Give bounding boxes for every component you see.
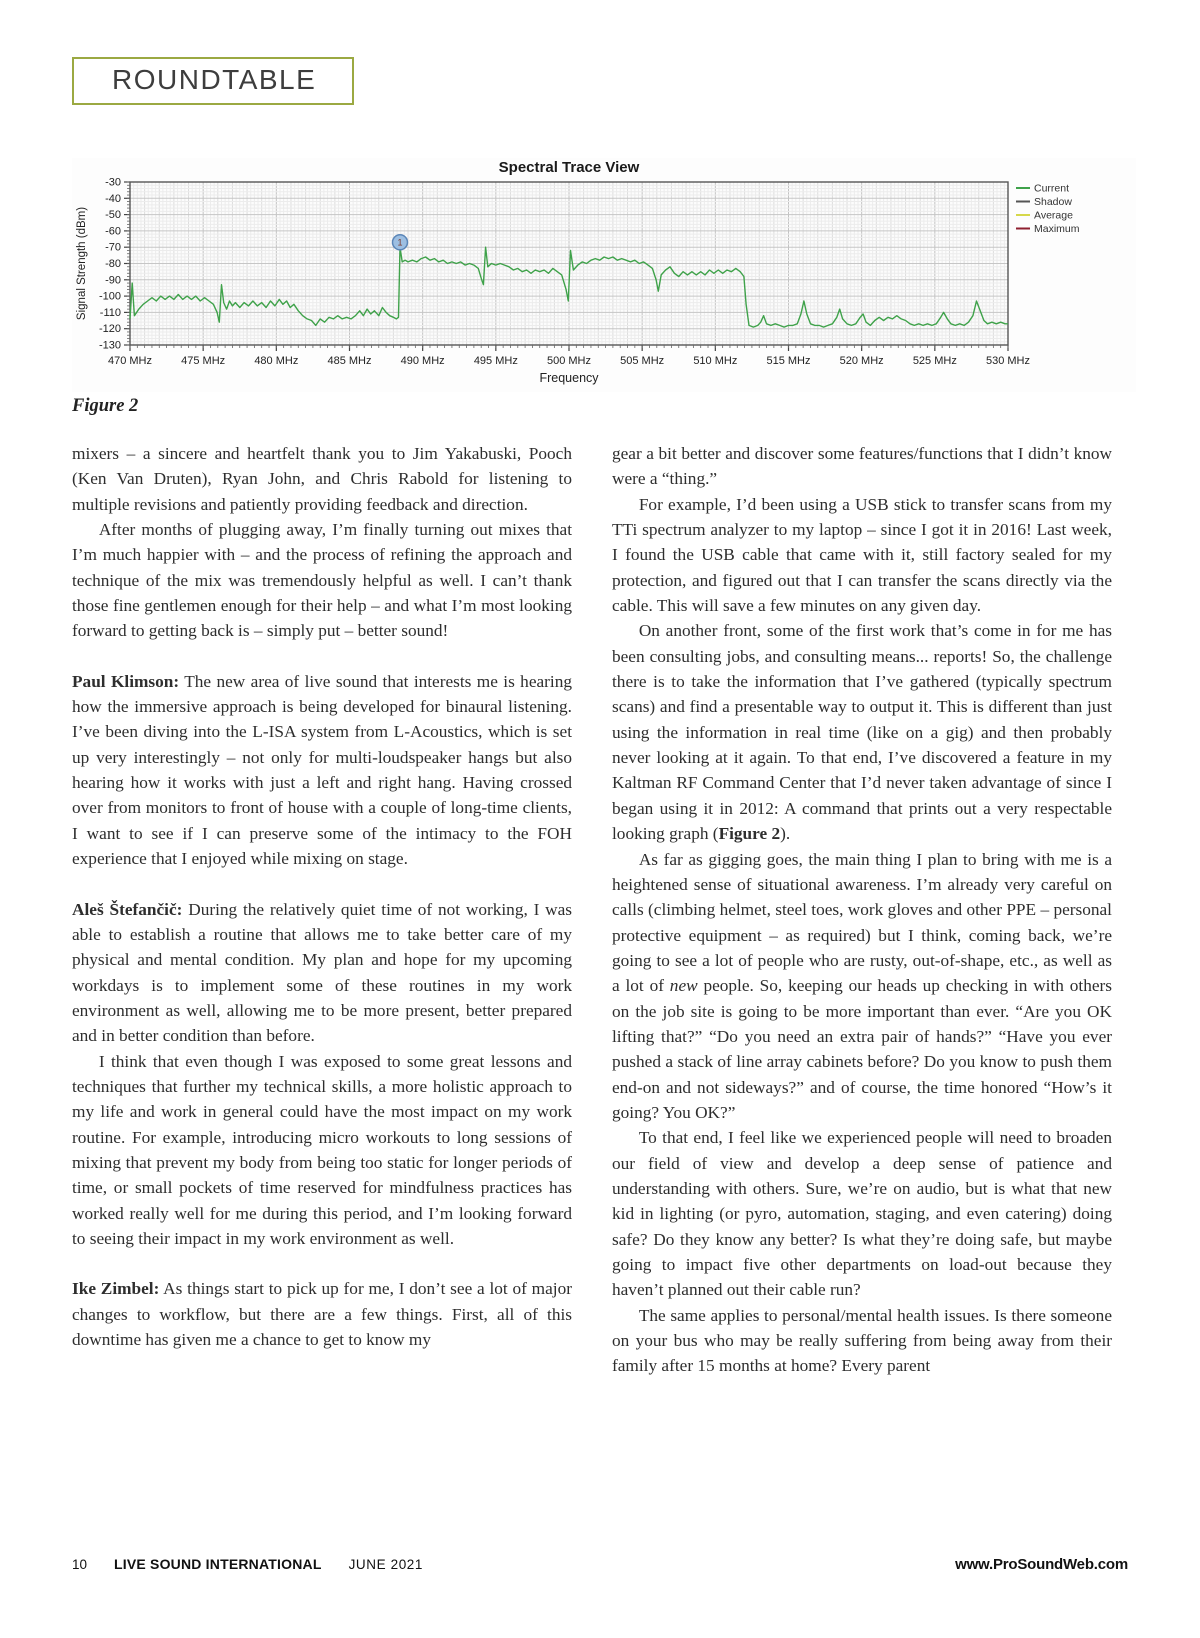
figure-caption: Figure 2 <box>72 396 139 416</box>
svg-text:470 MHz: 470 MHz <box>108 355 152 367</box>
svg-text:475 MHz: 475 MHz <box>181 355 225 367</box>
svg-text:485 MHz: 485 MHz <box>327 355 371 367</box>
issue-date: JUNE 2021 <box>348 1557 424 1572</box>
svg-text:1: 1 <box>397 238 402 248</box>
spectral-trace-chart: -30 -40 -50 -60 -70 -80 -90 -100 -110 -120 -130 470… <box>76 159 1080 385</box>
paragraph: The same applies to personal/mental heal… <box>612 1303 1112 1379</box>
article-column-left: mixers – a sincere and heartfelt thank y… <box>72 441 572 1352</box>
italic-run: new <box>669 976 698 996</box>
svg-text:530 MHz: 530 MHz <box>986 355 1030 367</box>
paragraph: To that end, I feel like we experienced … <box>612 1125 1112 1302</box>
text-run: To that end, I feel like we experienced … <box>612 1128 1112 1300</box>
text-run: As far as gigging goes, the main thing I… <box>612 849 1112 996</box>
bold-run: Paul Klimson: <box>72 671 180 691</box>
svg-text:-40: -40 <box>105 193 121 205</box>
text-run: ). <box>780 824 791 844</box>
svg-text:500 MHz: 500 MHz <box>547 355 591 367</box>
svg-text:-100: -100 <box>99 291 121 303</box>
paragraph: On another front, some of the first work… <box>612 618 1112 846</box>
svg-text:520 MHz: 520 MHz <box>840 355 884 367</box>
page-footer: 10 LIVE SOUND INTERNATIONAL JUNE 2021 ww… <box>72 1556 1128 1573</box>
svg-text:-110: -110 <box>100 307 121 319</box>
svg-text:Signal Strength (dBm): Signal Strength (dBm) <box>76 207 88 320</box>
bold-run: Figure 2 <box>718 824 781 844</box>
svg-text:480 MHz: 480 MHz <box>254 355 298 367</box>
svg-text:-50: -50 <box>105 209 121 221</box>
paragraph: Ike Zimbel: As things start to pick up f… <box>72 1276 572 1352</box>
text-run: The same applies to personal/mental heal… <box>612 1305 1112 1376</box>
svg-text:510 MHz: 510 MHz <box>693 355 737 367</box>
paragraph: Aleš Štefančič: During the relatively qu… <box>72 897 572 1049</box>
svg-text:-130: -130 <box>99 340 121 352</box>
text-run: After months of plugging away, I’m final… <box>72 520 572 641</box>
svg-text:515 MHz: 515 MHz <box>766 355 810 367</box>
svg-text:-90: -90 <box>105 274 121 286</box>
marker-1[interactable] <box>391 234 409 251</box>
svg-text:525 MHz: 525 MHz <box>913 355 957 367</box>
svg-text:-120: -120 <box>99 323 121 335</box>
article-column-right: gear a bit better and discover some feat… <box>612 441 1112 1379</box>
text-run: The new area of live sound that interest… <box>72 671 572 869</box>
svg-text:-30: -30 <box>105 177 121 189</box>
bold-run: Aleš Štefančič: <box>72 899 183 919</box>
publication-name: LIVE SOUND INTERNATIONAL <box>114 1556 322 1572</box>
text-run: people. So, keeping our heads up checkin… <box>612 976 1112 1122</box>
text-run: On another front, some of the first work… <box>612 621 1112 844</box>
text-run: I think that even though I was exposed t… <box>72 1051 572 1248</box>
svg-text:-70: -70 <box>105 242 121 254</box>
footer-left-group: 10 LIVE SOUND INTERNATIONAL JUNE 2021 <box>72 1556 423 1572</box>
text-run: As things start to pick up for me, I don… <box>72 1279 572 1349</box>
paragraph: mixers – a sincere and heartfelt thank y… <box>72 441 572 517</box>
text-run: During the relatively quiet time of not … <box>72 899 573 1046</box>
section-kicker-box: ROUNDTABLE <box>72 57 355 105</box>
legend-label-current: Current <box>1034 183 1069 195</box>
figure-2-chart: -30 -40 -50 -60 -70 -80 -90 -100 -110 -120 -130 470… <box>72 158 1136 392</box>
svg-text:Frequency: Frequency <box>539 371 599 385</box>
paragraph: I think that even though I was exposed t… <box>72 1049 572 1252</box>
page-number: 10 <box>72 1557 88 1572</box>
svg-text:495 MHz: 495 MHz <box>474 355 518 367</box>
bold-run: Ike Zimbel: <box>72 1279 160 1299</box>
section-kicker-label: ROUNDTABLE <box>112 64 317 95</box>
paragraph: gear a bit better and discover some feat… <box>612 441 1112 492</box>
paragraph: Paul Klimson: The new area of live sound… <box>72 669 572 872</box>
paragraph: After months of plugging away, I’m final… <box>72 517 572 644</box>
legend-label-average: Average <box>1034 210 1073 222</box>
svg-text:490 MHz: 490 MHz <box>401 355 445 367</box>
legend-label-shadow: Shadow <box>1034 196 1072 208</box>
website-link[interactable]: www.ProSoundWeb.com <box>955 1556 1128 1573</box>
svg-text:505 MHz: 505 MHz <box>620 355 664 367</box>
text-run: mixers – a sincere and heartfelt thank y… <box>72 444 572 514</box>
text-run: For example, I’d been using a USB stick … <box>612 494 1112 616</box>
paragraph: As far as gigging goes, the main thing I… <box>612 847 1112 1126</box>
legend-label-maximum: Maximum <box>1034 223 1080 235</box>
text-run: gear a bit better and discover some feat… <box>612 444 1112 489</box>
svg-text:-60: -60 <box>105 225 121 237</box>
paragraph: For example, I’d been using a USB stick … <box>612 492 1112 619</box>
svg-text:Spectral Trace View: Spectral Trace View <box>499 159 640 176</box>
svg-text:-80: -80 <box>105 258 121 270</box>
